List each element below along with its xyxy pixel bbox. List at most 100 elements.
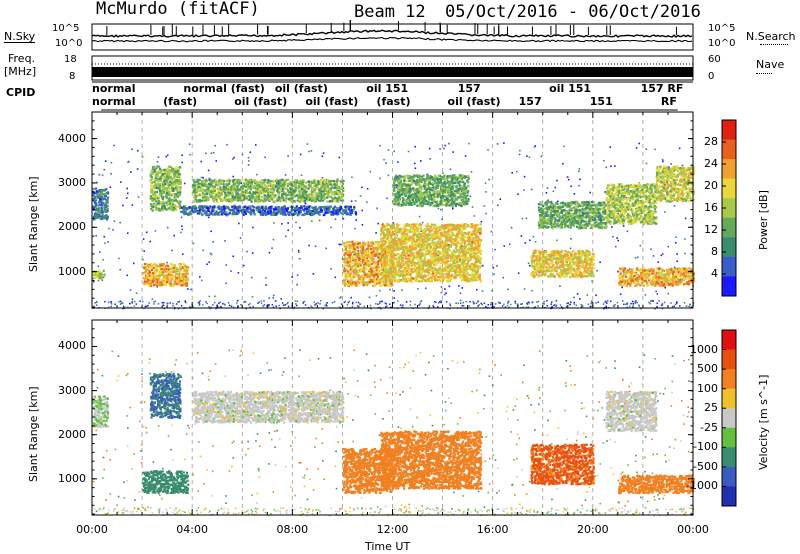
scatter-point <box>350 296 352 299</box>
scatter-point <box>455 302 457 304</box>
scatter-point <box>676 260 678 263</box>
scatter-point <box>527 262 530 265</box>
ground-scatter-point <box>506 304 509 307</box>
echo-cell <box>291 206 294 209</box>
echo-cell <box>185 270 189 273</box>
echo-cell <box>396 245 399 248</box>
echo-cell <box>369 254 373 258</box>
echo-cell <box>256 206 259 209</box>
ground-scatter-point <box>638 305 640 307</box>
echo-cell <box>155 208 158 212</box>
echo-cell <box>247 185 250 188</box>
echo-cell <box>145 280 148 283</box>
echo-cell <box>95 213 98 216</box>
ground-scatter-point <box>613 305 615 308</box>
scatter-point <box>445 292 447 294</box>
scatter-point <box>208 295 211 298</box>
scatter-point <box>420 230 423 232</box>
ground-scatter-point <box>604 300 607 303</box>
scatter-point <box>342 217 345 220</box>
echo-cell <box>163 268 166 271</box>
ground-scatter-point <box>294 300 297 302</box>
echo-cell <box>98 214 101 217</box>
echo-cell <box>305 181 308 184</box>
echo-cell <box>369 272 372 275</box>
echo-cell <box>199 189 202 192</box>
echo-cell <box>145 276 149 280</box>
echo-cell <box>155 167 158 170</box>
cpid-row1-entry: oil 151 <box>366 82 409 95</box>
ground-scatter-point <box>432 305 434 307</box>
echo-cell <box>203 196 207 199</box>
scatter-point <box>330 226 332 229</box>
echo-cell <box>323 196 326 199</box>
echo-cell <box>175 196 178 199</box>
echo-cell <box>250 180 254 184</box>
ground-scatter-point <box>550 303 552 305</box>
echo-cell <box>100 188 103 191</box>
echo-cell <box>238 180 241 183</box>
ground-scatter-point <box>565 305 568 308</box>
echo-cell <box>219 200 223 203</box>
echo-cell <box>354 270 357 273</box>
echo-cell <box>354 284 358 288</box>
echo-cell <box>421 239 424 242</box>
echo-cell <box>372 274 375 277</box>
echo-cell <box>169 180 172 183</box>
ground-scatter-point <box>131 300 134 303</box>
ground-scatter-point <box>385 306 387 308</box>
echo-cell <box>164 274 168 277</box>
echo-cell <box>160 280 163 284</box>
echo-cell <box>306 200 309 203</box>
scatter-point <box>108 227 110 230</box>
echo-cell <box>436 279 439 282</box>
scatter-point <box>490 230 493 233</box>
scatter-point <box>355 219 358 221</box>
echo-cell <box>206 185 209 188</box>
echo-cell <box>98 216 102 220</box>
echo-cell <box>300 205 304 208</box>
ground-scatter-point <box>439 300 442 303</box>
echo-cell <box>295 212 298 215</box>
echo-cell <box>256 188 260 191</box>
scatter-point <box>98 173 101 176</box>
scatter-point <box>619 293 622 296</box>
scatter-point <box>664 211 666 213</box>
ground-scatter-point <box>347 301 350 304</box>
echo-cell <box>216 213 219 216</box>
echo-cell <box>306 197 309 200</box>
scatter-point <box>207 169 210 172</box>
echo-cell <box>282 179 285 182</box>
freq-right-tick-top: 60 <box>708 54 721 65</box>
scatter-point <box>202 249 204 252</box>
echo-cell <box>192 191 195 194</box>
echo-cell <box>178 193 181 196</box>
ground-scatter-point <box>626 302 628 304</box>
echo-cell <box>287 183 290 186</box>
scatter-point <box>617 270 619 273</box>
echo-cell <box>374 277 377 281</box>
echo-cell <box>253 182 257 185</box>
echo-cell <box>333 199 336 202</box>
echo-cell <box>288 213 292 216</box>
scatter-point <box>166 226 169 229</box>
cpid-row-1: normal normal (fast) oil (fast) oil 151 157 o… <box>92 83 742 95</box>
scatter-point <box>200 160 203 163</box>
scatter-point <box>246 250 248 253</box>
echo-cell <box>247 198 250 201</box>
echo-cell <box>315 193 318 196</box>
echo-cell <box>225 192 228 195</box>
echo-cell <box>203 183 206 186</box>
echo-cell <box>260 210 264 213</box>
echo-cell <box>146 282 149 285</box>
echo-cell <box>282 213 285 216</box>
echo-cell <box>335 206 339 210</box>
echo-cell <box>106 216 109 219</box>
echo-cell <box>390 284 393 287</box>
echo-cell <box>303 194 306 197</box>
echo-cell <box>162 273 165 276</box>
echo-cell <box>205 178 208 181</box>
echo-cell <box>373 261 376 264</box>
echo-cell <box>283 206 286 209</box>
ground-scatter-point <box>141 300 144 303</box>
